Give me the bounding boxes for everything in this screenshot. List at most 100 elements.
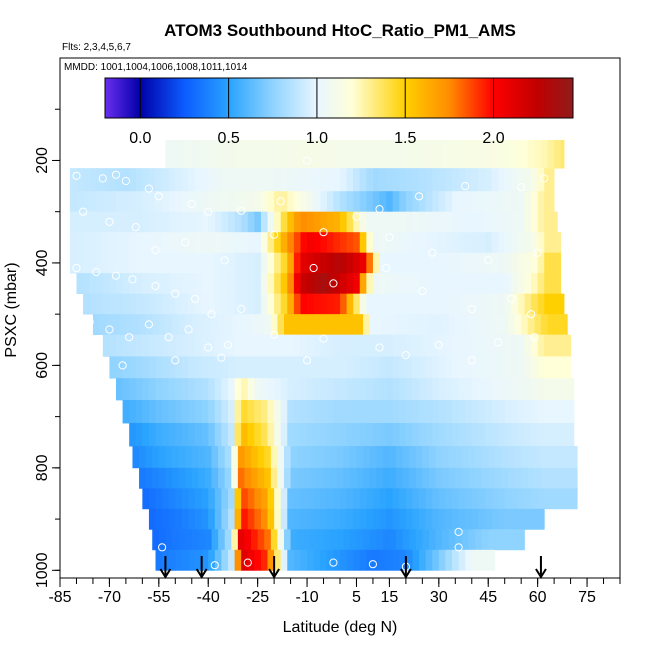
heatmap-cell xyxy=(442,314,450,336)
heatmap-cell xyxy=(468,314,476,336)
heatmap-cell xyxy=(353,334,361,357)
heatmap-cell xyxy=(560,446,568,469)
heatmap-cell xyxy=(353,232,361,254)
heatmap-cell xyxy=(280,378,288,401)
heatmap-cell xyxy=(168,252,176,274)
heatmap-cell xyxy=(320,356,328,379)
heatmap-cell xyxy=(478,211,486,233)
heatmap-cell xyxy=(224,529,232,551)
observation-marker xyxy=(237,304,246,314)
heatmap-cell xyxy=(185,529,193,551)
heatmap-cell xyxy=(228,488,235,510)
heatmap-cell xyxy=(438,273,446,295)
heatmap-cell xyxy=(313,293,321,315)
heatmap-cell xyxy=(438,356,446,379)
heatmap-cell xyxy=(557,334,565,357)
heatmap-cell xyxy=(333,356,341,379)
heatmap-cell xyxy=(188,549,196,571)
heatmap-cell xyxy=(452,293,459,315)
heatmap-cell xyxy=(155,211,163,233)
heatmap-cell xyxy=(333,232,341,254)
x-tick-label: -40 xyxy=(197,589,220,606)
heatmap-cell xyxy=(422,467,430,489)
heatmap-cell xyxy=(181,423,189,447)
heatmap-cell xyxy=(491,293,499,315)
heatmap-cell xyxy=(346,399,354,424)
heatmap-cell xyxy=(428,529,436,551)
heatmap-cell xyxy=(353,168,361,192)
heatmap-cell xyxy=(419,488,427,510)
heatmap-cell xyxy=(471,378,479,401)
heatmap-cell xyxy=(534,467,542,489)
heatmap-cell xyxy=(129,232,137,254)
observation-marker xyxy=(319,334,328,343)
heatmap-cell xyxy=(175,423,183,447)
heatmap-cell xyxy=(442,446,450,469)
heatmap-cell xyxy=(241,168,249,192)
heatmap-cell xyxy=(392,423,400,447)
observation-marker xyxy=(418,287,427,296)
heatmap-cell xyxy=(287,488,295,510)
heatmap-cell xyxy=(280,252,288,274)
heatmap-cell xyxy=(142,211,150,233)
heatmap-cell xyxy=(280,423,288,447)
heatmap-cell xyxy=(419,423,427,447)
heatmap-cell xyxy=(478,232,486,254)
heatmap-cell xyxy=(359,356,367,379)
heatmap-cell xyxy=(109,168,117,192)
heatmap-cell xyxy=(531,211,539,233)
heatmap-cell xyxy=(320,191,328,213)
heatmap-cell xyxy=(359,378,367,401)
heatmap-cell xyxy=(511,488,519,510)
heatmap-cell xyxy=(112,314,120,336)
heatmap-cell xyxy=(363,446,371,469)
heatmap-cell xyxy=(468,467,476,489)
heatmap-cell xyxy=(247,273,255,295)
heatmap-cell xyxy=(419,378,427,401)
heatmap-cell xyxy=(531,252,539,274)
heatmap-cell xyxy=(504,232,512,254)
observation-marker xyxy=(517,183,526,192)
heatmap-cell xyxy=(320,423,328,447)
heatmap-cell xyxy=(386,356,394,379)
heatmap-cell xyxy=(537,293,545,315)
heatmap-cell xyxy=(488,139,496,169)
heatmap-cell xyxy=(557,423,565,447)
heatmap-cell xyxy=(550,232,558,254)
flights-label: Flts: 2,3,4,5,6,7 xyxy=(62,42,131,53)
heatmap-cell xyxy=(221,191,229,213)
heatmap-cell xyxy=(132,314,140,336)
heatmap-cell xyxy=(195,399,203,424)
heatmap-cell xyxy=(511,356,519,379)
heatmap-cell xyxy=(346,191,354,213)
heatmap-cell xyxy=(201,356,209,379)
heatmap-cell xyxy=(287,191,295,213)
heatmap-cell xyxy=(550,378,558,401)
heatmap-cell xyxy=(142,488,150,510)
heatmap-cell xyxy=(484,191,492,213)
heatmap-cell xyxy=(218,139,226,169)
heatmap-cell xyxy=(274,488,282,510)
heatmap-cell xyxy=(307,488,315,510)
heatmap-cell xyxy=(165,139,173,169)
heatmap-cell xyxy=(300,508,308,530)
heatmap-cell xyxy=(343,314,351,336)
heatmap-cell xyxy=(379,549,387,571)
heatmap-cell xyxy=(570,378,575,401)
heatmap-cell xyxy=(181,356,189,379)
heatmap-cell xyxy=(531,273,539,295)
heatmap-cell xyxy=(231,529,239,551)
heatmap-cell xyxy=(280,399,288,424)
heatmap-cell xyxy=(465,549,473,571)
heatmap-cell xyxy=(274,378,282,401)
observation-marker xyxy=(368,560,377,569)
heatmap-cell xyxy=(316,139,324,169)
heatmap-cell xyxy=(379,399,387,424)
heatmap-cell xyxy=(419,549,427,571)
heatmap-cell xyxy=(494,467,502,489)
observation-marker xyxy=(309,263,318,273)
heatmap-cell xyxy=(504,211,512,233)
heatmap-cell xyxy=(300,273,308,295)
heatmap-cell xyxy=(461,446,469,469)
heatmap-cell xyxy=(465,356,473,379)
